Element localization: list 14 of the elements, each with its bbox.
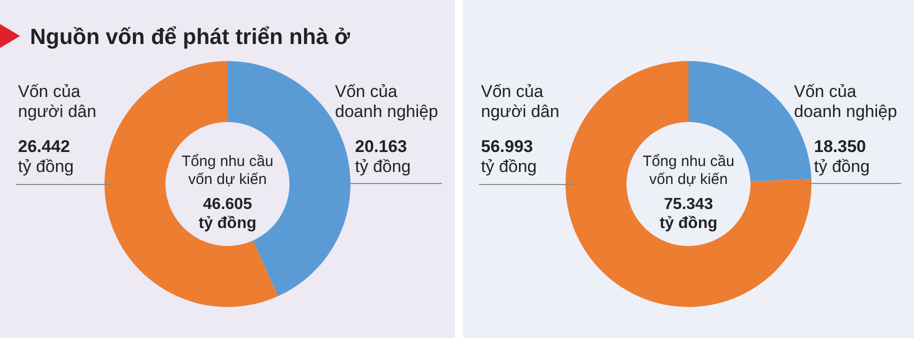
slice-label: Vốn của doanh nghiệp [794,82,898,121]
data-label: 56.993 tỷ đồng [481,137,537,176]
text: Tổng nhu cầu vốn dự kiến [642,153,734,188]
data-label: 26.442 tỷ đồng [18,137,74,176]
slice-label: Vốn của người dân [481,82,560,121]
text: 46.605 tỷ đồng [198,196,256,232]
data-label: 18.350 tỷ đồng [814,137,870,176]
text: Tổng nhu cầu vốn dự kiến [182,153,274,188]
donut-slice [104,61,278,307]
text: 75.343 tỷ đồng [660,196,718,232]
chart-title: Nguồn vốn để phát triển nhà ở [30,24,350,49]
slice-label: Vốn của người dân [18,82,96,121]
slice-label: Vốn của doanh nghiệp [335,82,438,121]
data-label: 20.163 tỷ đồng [355,137,411,176]
